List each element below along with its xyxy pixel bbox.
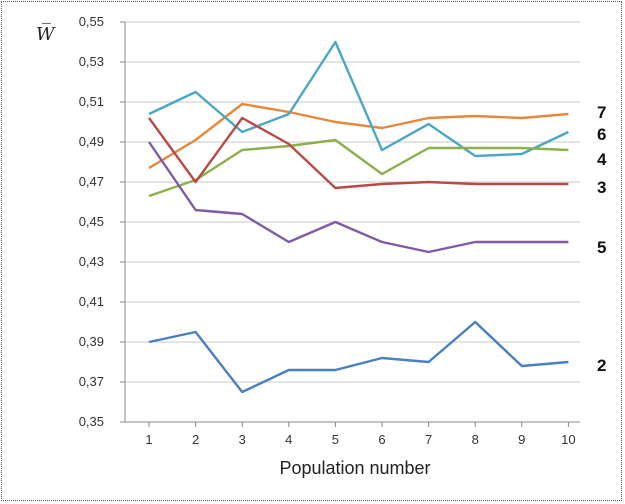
axes bbox=[120, 21, 580, 427]
y-tick-label: 0,41 bbox=[79, 294, 104, 309]
x-tick-label: 2 bbox=[192, 432, 199, 447]
series-line-3 bbox=[148, 116, 569, 190]
series-line-5 bbox=[148, 141, 569, 254]
x-tick-label: 8 bbox=[472, 432, 479, 447]
gridlines bbox=[125, 21, 580, 383]
series-label-6: 6 bbox=[597, 125, 606, 144]
y-tick-label: 0,53 bbox=[79, 54, 104, 69]
x-tick-label: 7 bbox=[425, 432, 432, 447]
y-tick-label: 0,37 bbox=[79, 374, 104, 389]
y-tick-label: 0,51 bbox=[79, 94, 104, 109]
series-label-4: 4 bbox=[597, 150, 607, 169]
series-label-2: 2 bbox=[597, 356, 606, 375]
y-tick-label: 0,39 bbox=[79, 334, 104, 349]
y-tick-label: 0,43 bbox=[79, 254, 104, 269]
x-tick-label: 10 bbox=[561, 432, 575, 447]
x-axis-title: Population number bbox=[279, 458, 430, 478]
y-tick-label: 0,47 bbox=[79, 174, 104, 189]
series-label-7: 7 bbox=[597, 103, 606, 122]
series-label-3: 3 bbox=[597, 178, 606, 197]
y-tick-label: 0,49 bbox=[79, 134, 104, 149]
series-line-7 bbox=[148, 102, 569, 170]
x-tick-label: 4 bbox=[285, 432, 292, 447]
series-labels: 7 6 4 3 5 2 bbox=[597, 103, 607, 375]
x-tick-label: 3 bbox=[239, 432, 246, 447]
series-line-2 bbox=[148, 320, 569, 394]
x-tick-labels: 1 2 3 4 5 6 7 8 9 10 bbox=[145, 432, 575, 447]
x-tick-label: 5 bbox=[332, 432, 339, 447]
y-tick-label: 0,45 bbox=[79, 214, 104, 229]
series-line-6 bbox=[148, 40, 569, 158]
y-tick-label: 0,55 bbox=[79, 14, 104, 29]
series-label-5: 5 bbox=[597, 238, 606, 257]
x-tick-label: 1 bbox=[145, 432, 152, 447]
y-tick-label: 0,35 bbox=[79, 414, 104, 429]
x-tick-label: 6 bbox=[378, 432, 385, 447]
x-tick-label: 9 bbox=[518, 432, 525, 447]
series-line-4 bbox=[148, 138, 569, 198]
y-axis-label: W̅ bbox=[36, 23, 56, 45]
y-tick-labels: 0,35 0,37 0,39 0,41 0,43 0,45 0,47 0,49 0,51 0,53… bbox=[79, 14, 104, 429]
series-lines bbox=[148, 40, 569, 394]
